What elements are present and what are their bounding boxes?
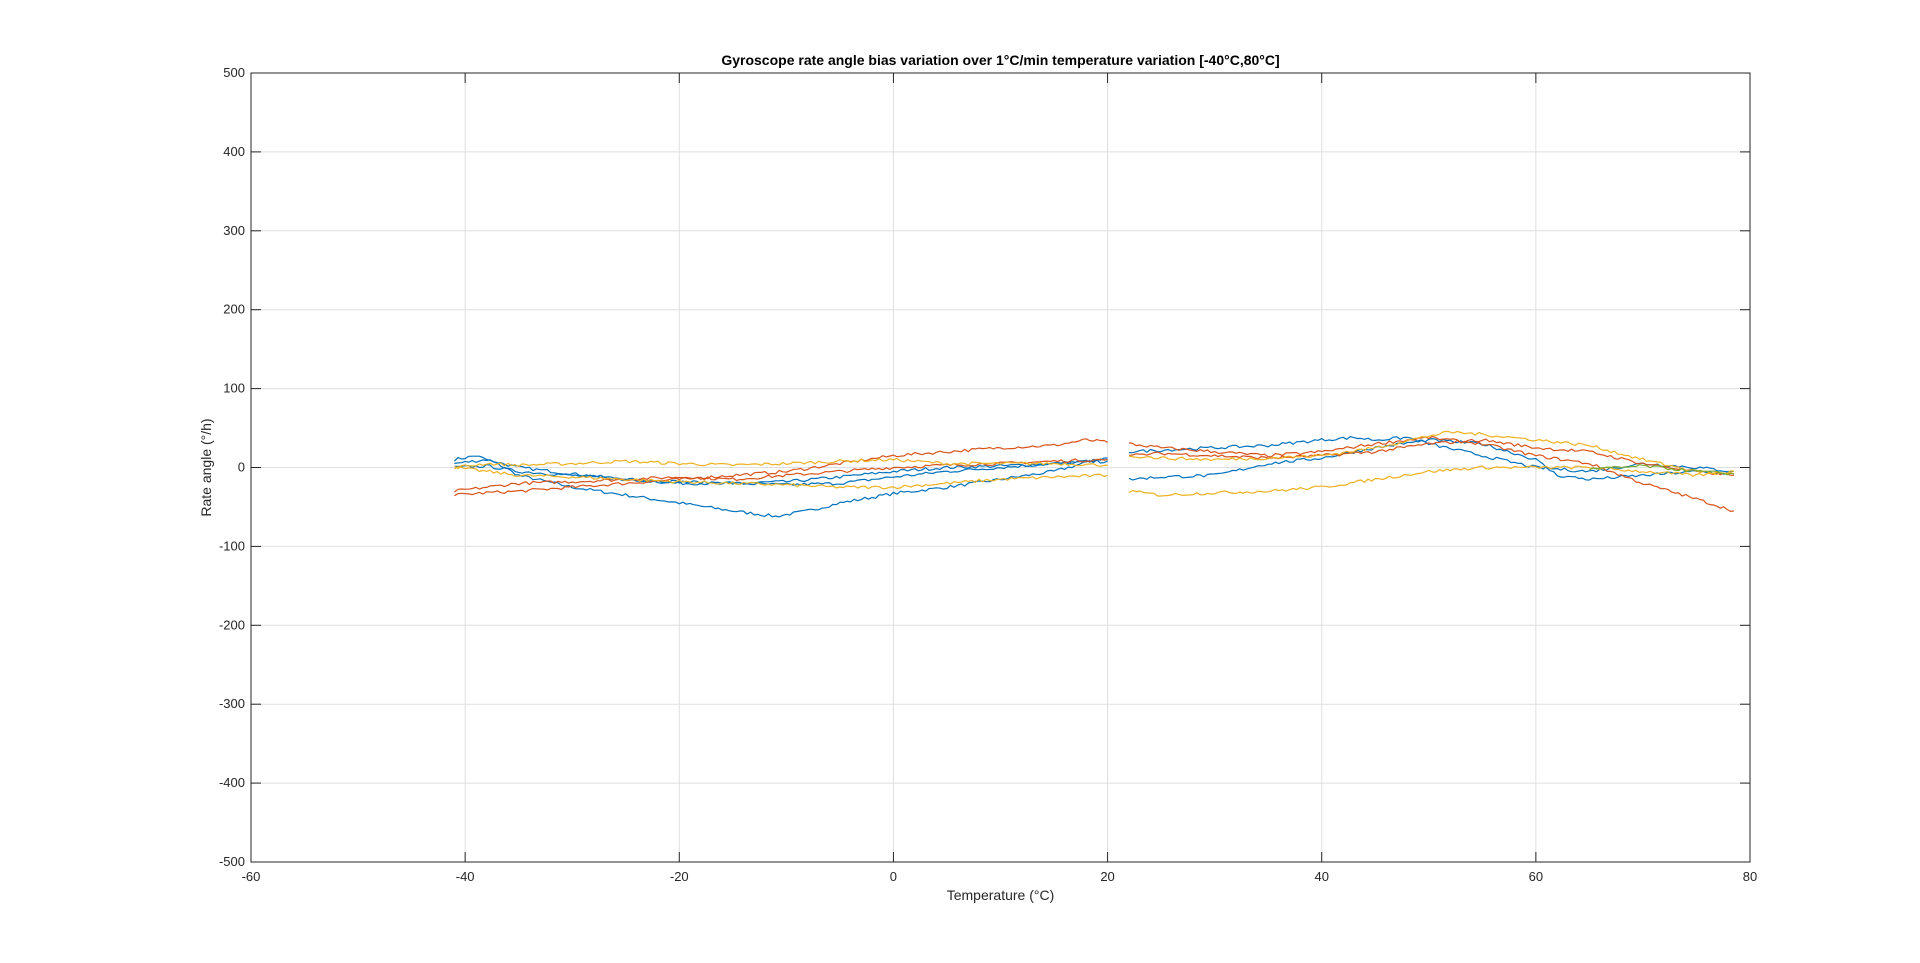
x-tick-label: -60 [242,869,261,884]
series-line-10 [1128,435,1734,512]
series-line-13 [1128,430,1735,475]
x-axis-label: Temperature (°C) [947,887,1055,903]
y-tick-label: 200 [223,302,245,317]
x-tick-label: 40 [1314,869,1328,884]
y-tick-label: 300 [223,223,245,238]
series-line-3 [454,459,1108,486]
y-tick-label: 100 [223,381,245,396]
x-axis-tick-labels: -60 -40 -20 0 20 40 60 80 [242,869,1758,884]
y-tick-label: -300 [219,696,245,711]
series-lines [453,430,1735,518]
y-tick-label: -400 [219,775,245,790]
y-tick-label: 0 [238,460,245,475]
series-line-4 [454,438,1108,497]
series-line-14 [1589,464,1734,476]
chart-title: Gyroscope rate angle bias variation over… [721,52,1279,68]
y-tick-label: 500 [223,65,245,80]
y-tick-label: -500 [219,854,245,869]
x-tick-label: -40 [456,869,475,884]
series-line-12 [1128,465,1735,497]
series-line-9 [1128,438,1735,481]
y-tick-label: -200 [219,617,245,632]
x-tick-label: 60 [1529,869,1543,884]
y-tick-label: -100 [219,538,245,553]
series-line-11 [1128,438,1734,476]
axis-ticks [250,72,1751,863]
series-line-6 [454,457,1108,470]
x-tick-label: 0 [890,869,897,884]
series-line-7 [454,466,1108,490]
x-tick-label: 80 [1743,869,1757,884]
x-tick-label: 20 [1100,869,1114,884]
y-tick-label: 400 [223,144,245,159]
y-axis-label: Rate angle (°/h) [198,418,214,516]
series-line-5 [454,458,1108,493]
x-tick-label: -20 [670,869,689,884]
y-axis-tick-labels: -500 -400 -300 -200 -100 0 100 200 300 400 500 [219,65,245,869]
